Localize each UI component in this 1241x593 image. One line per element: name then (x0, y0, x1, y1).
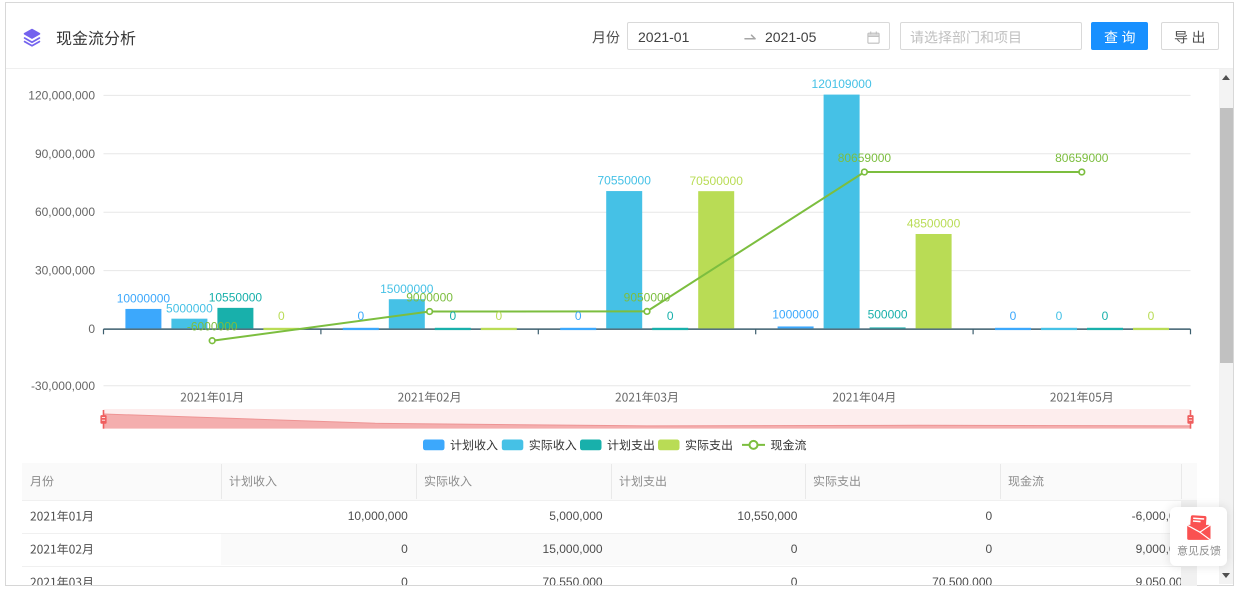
svg-text:15000000: 15000000 (380, 282, 434, 296)
svg-text:-30,000,000: -30,000,000 (31, 379, 95, 393)
svg-text:0: 0 (495, 309, 502, 323)
svg-text:0: 0 (1148, 309, 1155, 323)
svg-text:0: 0 (575, 309, 582, 323)
svg-text:120109000: 120109000 (812, 77, 872, 91)
svg-text:-6000000: -6000000 (187, 320, 238, 334)
svg-text:5000000: 5000000 (166, 301, 213, 315)
svg-text:0: 0 (1010, 309, 1017, 323)
svg-text:0: 0 (449, 309, 456, 323)
svg-text:80659000: 80659000 (838, 151, 892, 165)
svg-text:1000000: 1000000 (772, 308, 819, 322)
svg-text:9000000: 9000000 (406, 291, 453, 305)
svg-text:90,000,000: 90,000,000 (35, 147, 95, 161)
svg-text:0: 0 (88, 322, 95, 336)
svg-text:70550000: 70550000 (598, 174, 652, 188)
svg-text:120,000,000: 120,000,000 (28, 88, 95, 102)
svg-text:0: 0 (1102, 309, 1109, 323)
svg-text:0: 0 (667, 309, 674, 323)
svg-text:70500000: 70500000 (690, 174, 744, 188)
svg-text:0: 0 (357, 309, 364, 323)
svg-text:30,000,000: 30,000,000 (35, 264, 95, 278)
svg-text:48500000: 48500000 (907, 217, 961, 231)
svg-text:10550000: 10550000 (209, 291, 263, 305)
svg-text:9050000: 9050000 (624, 290, 671, 304)
svg-text:10000000: 10000000 (117, 292, 171, 306)
svg-text:80659000: 80659000 (1055, 151, 1109, 165)
svg-text:500000: 500000 (868, 308, 908, 322)
svg-text:60,000,000: 60,000,000 (35, 205, 95, 219)
svg-text:0: 0 (278, 309, 285, 323)
svg-text:0: 0 (1056, 309, 1063, 323)
